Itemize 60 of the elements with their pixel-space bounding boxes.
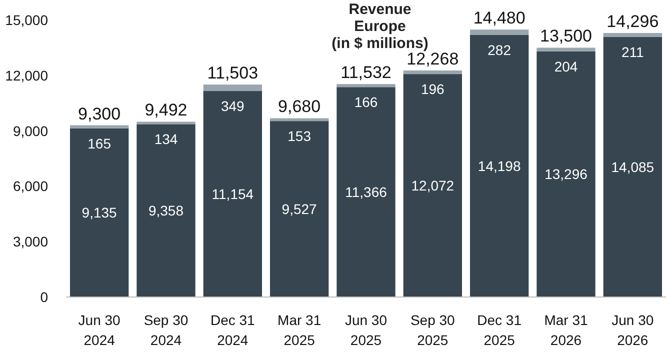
- y-tick-label: 0: [40, 289, 48, 305]
- y-tick-label: 15,000: [5, 12, 48, 28]
- data-label: 11,154: [212, 186, 254, 202]
- x-tick-label: Sep 30 2025: [410, 312, 456, 348]
- x-tick-label: Dec 31 2024: [210, 312, 256, 348]
- x-tick-label: Jun 30 2025: [344, 312, 388, 348]
- y-tick-label: 12,000: [5, 67, 48, 84]
- x-tick-label: Mar 31 2026: [544, 312, 588, 348]
- bar: [470, 30, 529, 35]
- data-label: 14,085: [611, 158, 654, 175]
- bar: [136, 122, 196, 124]
- bar: [470, 34, 529, 297]
- y-tick-label: 3,000: [12, 234, 48, 250]
- chart-title: Revenue Europe (in $ millions): [332, 1, 428, 52]
- data-label: 12,072: [411, 178, 454, 194]
- data-label: 282: [488, 42, 512, 58]
- bar: [70, 128, 129, 297]
- bar: [603, 36, 662, 297]
- bar: [136, 124, 196, 297]
- total-label: 13,500: [540, 26, 592, 46]
- bar: [336, 87, 396, 297]
- total-label: 11,532: [340, 63, 392, 82]
- data-label: 11,366: [345, 184, 388, 200]
- total-label: 9,300: [78, 104, 121, 124]
- total-label: 14,296: [606, 12, 659, 31]
- bar: [536, 51, 596, 297]
- data-label: 196: [420, 81, 445, 98]
- y-tick-label: 9,000: [12, 122, 48, 139]
- bar: [603, 33, 662, 37]
- data-label: 9,358: [148, 202, 184, 219]
- bar: [336, 84, 396, 88]
- bar: [203, 84, 262, 92]
- x-tick-label: Jun 30 2024: [78, 312, 121, 348]
- x-tick-label: Dec 31 2025: [477, 312, 522, 348]
- data-label: 9,527: [282, 201, 318, 218]
- bar: [203, 91, 262, 297]
- y-tick-label: 6,000: [12, 178, 48, 194]
- total-label: 14,480: [473, 8, 526, 28]
- bar: [270, 118, 329, 122]
- bar: [403, 74, 462, 297]
- data-label: 153: [288, 128, 312, 144]
- bar: [403, 70, 462, 74]
- total-label: 9,680: [278, 97, 321, 116]
- data-label: 13,296: [544, 166, 588, 182]
- x-tick-label: Sep 30 2024: [144, 312, 188, 348]
- data-label: 204: [554, 58, 578, 74]
- bar: [70, 125, 129, 128]
- total-label: 11,503: [207, 64, 258, 83]
- data-label: 211: [622, 44, 644, 60]
- data-label: 9,135: [82, 204, 118, 221]
- data-label: 349: [220, 98, 245, 114]
- data-label: 165: [88, 135, 112, 152]
- bar: [536, 48, 596, 52]
- x-tick-label: Jun 30 2026: [612, 312, 654, 348]
- data-label: 166: [354, 94, 378, 110]
- total-label: 9,492: [144, 100, 188, 120]
- bar: [270, 121, 329, 297]
- data-label: 14,198: [478, 158, 521, 174]
- data-label: 134: [154, 131, 178, 148]
- x-tick-label: Mar 31 2025: [278, 312, 322, 348]
